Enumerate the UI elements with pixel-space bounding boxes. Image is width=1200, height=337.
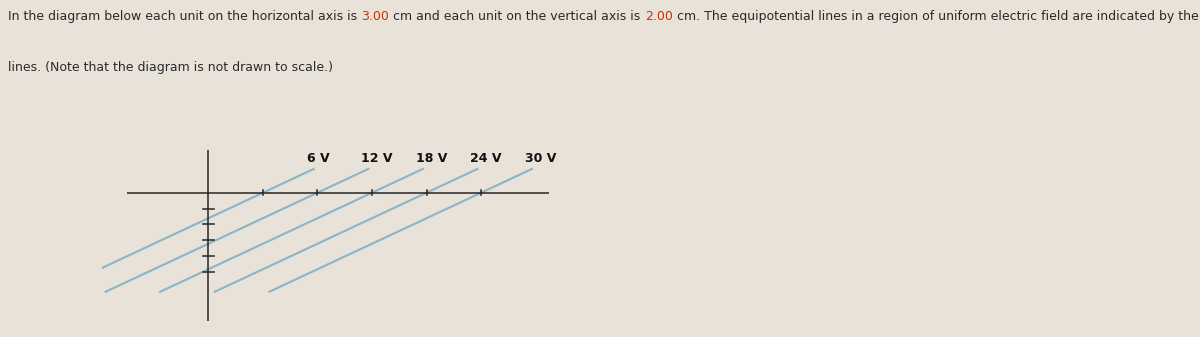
Text: 6 V: 6 V [306,152,329,165]
Text: 30 V: 30 V [524,152,556,165]
Text: cm and each unit on the vertical axis is: cm and each unit on the vertical axis is [390,10,644,23]
Text: 2.00: 2.00 [644,10,672,23]
Text: In the diagram below each unit on the horizontal axis is: In the diagram below each unit on the ho… [8,10,361,23]
Text: lines. (Note that the diagram is not drawn to scale.): lines. (Note that the diagram is not dra… [8,61,334,74]
Text: 3.00: 3.00 [361,10,389,23]
Text: 12 V: 12 V [361,152,392,165]
Text: 18 V: 18 V [415,152,448,165]
Text: 24 V: 24 V [470,152,502,165]
Text: cm. The equipotential lines in a region of uniform electric field are indicated : cm. The equipotential lines in a region … [672,10,1200,23]
